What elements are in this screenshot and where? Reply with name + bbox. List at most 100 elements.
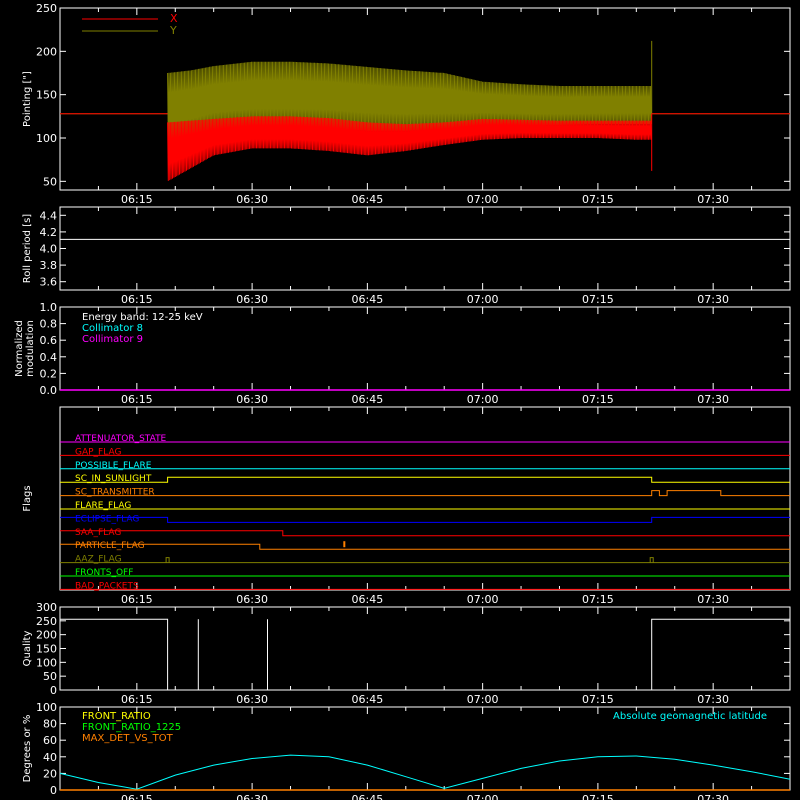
y-tick-label: 0 [50, 684, 57, 697]
legend-label-0: Energy band: 12-25 keV [82, 312, 203, 323]
y-tick-label: 4.4 [40, 209, 58, 222]
legend-label-y: Y [169, 24, 177, 37]
flag-label-saa-flag: SAA_FLAG [75, 528, 121, 538]
x-tick-label: 06:30 [236, 293, 268, 306]
flag-line-sc-transmitter [60, 490, 790, 497]
legend-label-x: X [170, 12, 178, 25]
panel-3: 06:15 06:30 06:45 07:00 07:15 07:30 0.0 0.2 0.4 0… [14, 301, 791, 406]
x-tick-label: 07:30 [697, 593, 729, 606]
flag-line-eclipse-flag [60, 516, 790, 523]
y-tick-label: 300 [36, 601, 57, 614]
x-tick-label: 06:30 [236, 693, 268, 706]
series-absolute-geomagnetic-latitude [59, 754, 791, 790]
y-tick-label: 0.2 [40, 367, 58, 380]
y-tick-label: 80 [43, 718, 57, 731]
flag-label-attenuator-state: ATTENUATOR_STATE [75, 434, 167, 444]
x-tick-label: 07:00 [467, 193, 499, 206]
y-axis-label: Roll period [s] [22, 214, 33, 283]
y-axis-label: Quality [22, 631, 33, 667]
panel-6: 06:15 06:30 06:45 07:00 07:15 07:30 0 20 40 60 80 1… [22, 701, 791, 800]
x-tick-label: 07:15 [582, 793, 614, 800]
y-tick-label: 50 [43, 175, 57, 188]
x-tick-label: 06:45 [352, 293, 384, 306]
x-tick-label: 06:30 [236, 593, 268, 606]
x-tick-label: 07:30 [697, 193, 729, 206]
x-tick-label: 06:45 [352, 393, 384, 406]
flag-line-particle-flag [60, 543, 790, 550]
x-tick-label: 06:45 [352, 793, 384, 800]
flag-label-flare-flag: FLARE_FLAG [75, 501, 131, 511]
flag-label-gap-flag: GAP_FLAG [75, 447, 121, 457]
quality-series [60, 618, 790, 691]
y-tick-label: 0.6 [40, 334, 58, 347]
flag-label-particle-flag: PARTICLE_FLAG [75, 541, 145, 551]
x-tick-label: 07:15 [582, 193, 614, 206]
panel-4: 06:15 06:30 06:45 07:00 07:15 07:30 Flags ATTEN… [22, 406, 791, 606]
x-tick-label: 07:30 [697, 393, 729, 406]
legend-label-1: FRONT_RATIO_1225 [82, 722, 181, 733]
panel-frame [59, 406, 791, 591]
y-tick-label: 20 [43, 767, 57, 780]
y-tick-label: 0.4 [40, 351, 58, 364]
flag-label-sc-transmitter: SC_TRANSMITTER [75, 488, 155, 498]
flag-pulse [649, 557, 654, 563]
x-tick-label: 06:15 [121, 193, 153, 206]
y-tick-label: 150 [36, 643, 57, 656]
x-tick-label: 07:15 [582, 293, 614, 306]
x-tick-label: 07:30 [697, 793, 729, 800]
flag-line-saa-flag [60, 530, 790, 537]
x-tick-label: 06:15 [121, 593, 153, 606]
flag-label-sc-in-sunlight: SC_IN_SUNLIGHT [75, 474, 152, 484]
y-tick-label: 150 [36, 89, 57, 102]
y-tick-label: 3.8 [40, 259, 58, 272]
pointing-x-series [167, 116, 652, 181]
y-tick-label: 4.0 [40, 243, 58, 256]
y-tick-label: 250 [36, 2, 57, 15]
x-tick-label: 06:45 [352, 593, 384, 606]
y-axis-label: modulation [25, 320, 36, 377]
panel-5: 06:15 06:30 06:45 07:00 07:15 07:300501001502… [22, 601, 791, 706]
y-tick-label: 200 [36, 629, 57, 642]
y-tick-label: 40 [43, 751, 57, 764]
panel-2: 06:15 06:30 06:45 07:00 07:15 07:30 3.6 3.8 4.0 4… [22, 206, 791, 306]
x-tick-label: 07:00 [467, 293, 499, 306]
x-tick-label: 06:15 [121, 793, 153, 800]
panel-1: 06:15 06:30 06:45 07:00 07:15 07:30 50 100 150 20… [22, 2, 791, 206]
flag-line-sc-in-sunlight [60, 476, 790, 483]
y-tick-label: 0.0 [40, 384, 58, 397]
x-tick-label: 07:30 [697, 693, 729, 706]
y-tick-label: 0.8 [40, 318, 58, 331]
legend-label-2: Collimator 9 [82, 334, 143, 345]
x-tick-label: 06:45 [352, 693, 384, 706]
x-tick-label: 06:30 [236, 393, 268, 406]
y-tick-label: 60 [43, 734, 57, 747]
flag-spike [343, 541, 346, 548]
y-tick-label: 50 [43, 670, 57, 683]
y-tick-label: 100 [36, 701, 57, 714]
legend-label-geomagnetic-latitude: Absolute geomagnetic latitude [613, 711, 767, 722]
x-tick-label: 07:00 [467, 393, 499, 406]
y-tick-label: 100 [36, 132, 57, 145]
x-tick-label: 07:30 [697, 293, 729, 306]
x-tick-label: 07:15 [582, 393, 614, 406]
pointing-y-series [167, 61, 652, 143]
y-tick-label: 3.6 [40, 276, 58, 289]
flag-label-fronts-off: FRONTS_OFF [75, 568, 133, 578]
y-axis-label: Degrees or % [22, 715, 33, 783]
y-tick-label: 200 [36, 45, 57, 58]
legend-label-0: FRONT_RATIO [82, 711, 151, 722]
x-tick-label: 07:00 [467, 593, 499, 606]
flag-label-possible-flare: POSSIBLE_FLARE [75, 461, 152, 471]
x-tick-label: 06:15 [121, 293, 153, 306]
y-tick-label: 100 [36, 656, 57, 669]
legend-label-1: Collimator 8 [82, 323, 143, 334]
legend-label-2: MAX_DET_VS_TOT [82, 733, 174, 744]
x-tick-label: 06:30 [236, 793, 268, 800]
x-tick-label: 06:15 [121, 393, 153, 406]
y-axis-label: Flags [22, 485, 33, 511]
flag-label-aaz-flag: AAZ_FLAG [75, 555, 122, 565]
x-tick-label: 06:15 [121, 693, 153, 706]
y-tick-label: 4.2 [40, 226, 58, 239]
flag-pulse [165, 557, 170, 563]
